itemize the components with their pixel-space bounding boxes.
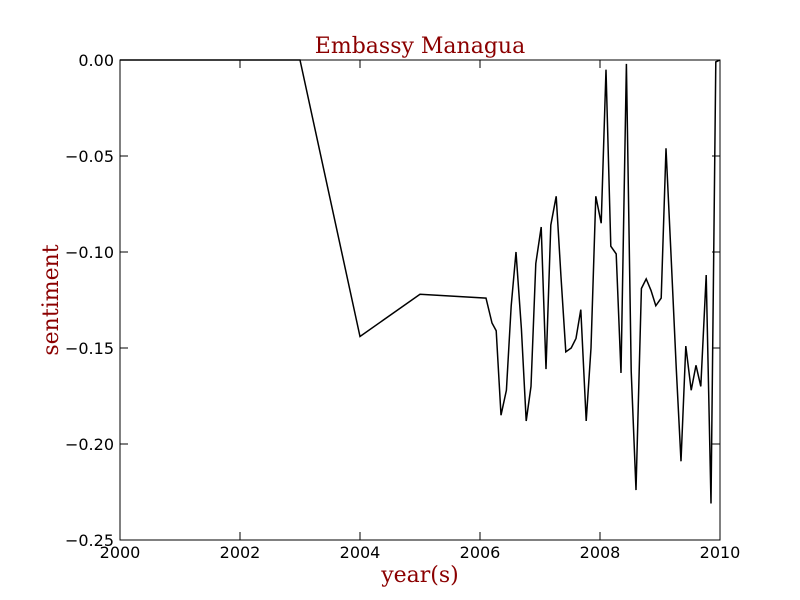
y-tick-label: −0.10: [65, 243, 114, 262]
chart-title: Embassy Managua: [315, 34, 525, 59]
x-tick-label: 2002: [220, 543, 261, 562]
x-tick-label: 2004: [340, 543, 381, 562]
y-tick-label: 0.00: [78, 51, 114, 70]
x-axis: 2000 2002 2004 2006 2008 2010: [100, 60, 741, 562]
plot-frame: [119, 59, 721, 541]
x-tick-label: 2006: [460, 543, 501, 562]
x-tick-label: 2008: [580, 543, 621, 562]
x-tick-label: 2000: [100, 543, 141, 562]
plot-area: [119, 59, 721, 541]
plot-background: [120, 60, 720, 540]
x-axis-label: year(s): [380, 563, 459, 588]
y-tick-label: −0.20: [65, 435, 114, 454]
y-axis: 0.00 −0.05 −0.10 −0.15 −0.20 −0.25: [65, 51, 720, 550]
x-tick-label: 2010: [700, 543, 741, 562]
series-line: [120, 59, 721, 504]
y-tick-label: −0.05: [65, 147, 114, 166]
y-axis-label: sentiment: [39, 244, 64, 355]
y-tick-label: −0.15: [65, 339, 114, 358]
y-tick-label: −0.25: [65, 531, 114, 550]
